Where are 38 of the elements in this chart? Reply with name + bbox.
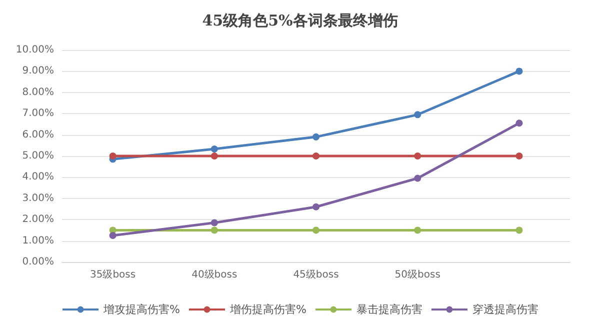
x-tick-label: 35级boss [90,268,136,280]
point [109,152,116,160]
point [414,226,422,234]
point [312,203,320,210]
legend-label: 暴击提高伤害 [356,303,422,316]
y-tick-label: 7.00% [22,108,54,120]
y-tick-label: 6.00% [22,129,54,140]
point [414,174,422,182]
x-tick-label: 45级boss [293,268,339,280]
y-tick-label: 2.00% [22,214,54,226]
point [414,152,422,160]
y-tick-label: 4.00% [22,172,54,183]
y-tick-label: 1.00% [22,235,54,246]
point [516,68,523,75]
x-tick-label: 40级boss [192,268,238,280]
y-tick-label: 3.00% [22,192,54,204]
y-tick-label: 10.00% [16,44,54,56]
y-tick-label: 9.00% [22,66,54,77]
point [516,226,523,234]
x-tick-label: 50级boss [394,268,440,280]
point [210,226,218,234]
y-tick-label: 5.00% [22,150,54,162]
point [516,152,523,160]
point [210,146,218,152]
point [109,232,116,239]
legend-label: 增伤提高伤害% [229,303,306,316]
legend-label: 穿透提高伤害 [472,303,538,316]
point [312,226,320,234]
legend-label: 增攻提高伤害% [102,303,180,316]
point [312,152,320,160]
point [312,133,320,140]
point [516,120,523,127]
point [210,219,218,226]
y-tick-label: 0.00% [22,256,54,268]
chart-title: 45级角色5%各词条最终增伤 [202,12,398,30]
point [414,111,422,118]
point [210,152,218,160]
y-tick-label: 8.00% [22,86,54,98]
